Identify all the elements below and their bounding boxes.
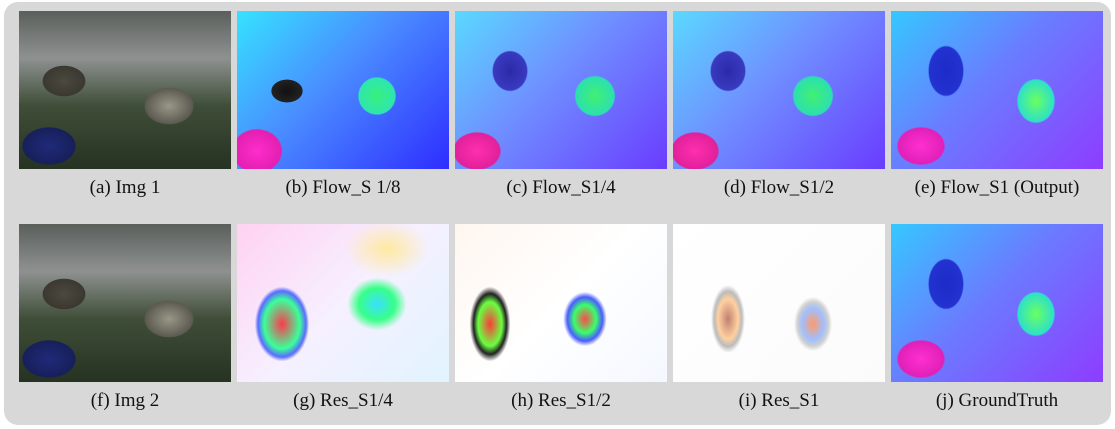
image	[891, 224, 1103, 382]
caption: (i) Res_S1	[673, 390, 885, 412]
caption: (f) Img 2	[19, 390, 231, 412]
caption: (a) Img 1	[19, 177, 231, 199]
caption: (b) Flow_S 1/8	[237, 177, 449, 199]
caption: (j) GroundTruth	[891, 390, 1103, 412]
caption: (c) Flow_S1/4	[455, 177, 667, 199]
image	[19, 224, 231, 382]
caption: (d) Flow_S1/2	[673, 177, 885, 199]
caption: (e) Flow_S1 (Output)	[891, 177, 1103, 199]
image	[455, 11, 667, 169]
image	[19, 11, 231, 169]
page: (a) Img 1 (b) Flow_S 1/8 (c) Flow_S1/4 (…	[0, 0, 1115, 429]
caption: (h) Res_S1/2	[455, 390, 667, 412]
caption: (g) Res_S1/4	[237, 390, 449, 412]
image	[673, 11, 885, 169]
image	[237, 224, 449, 382]
image	[891, 11, 1103, 169]
image	[237, 11, 449, 169]
image	[673, 224, 885, 382]
image	[455, 224, 667, 382]
